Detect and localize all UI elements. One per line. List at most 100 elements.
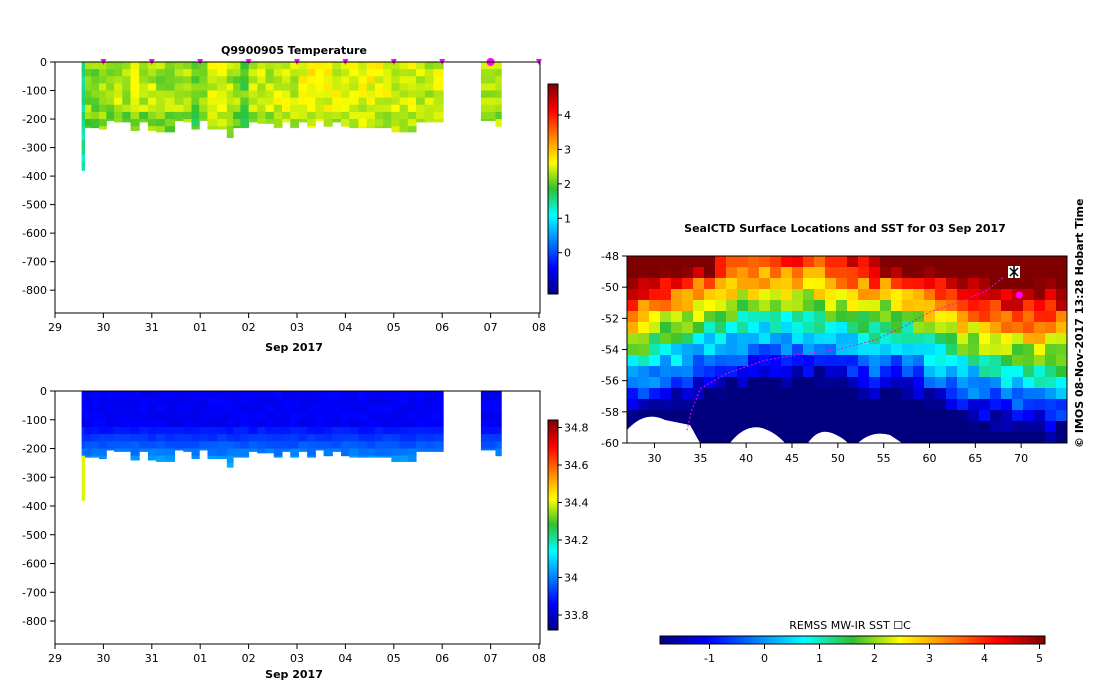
sst-cell [649, 399, 661, 411]
sst-cell [902, 410, 914, 422]
temperature-cell [416, 119, 426, 123]
sst-cell [792, 333, 804, 345]
sst-cell [935, 311, 947, 323]
sst-cell [704, 278, 716, 290]
temperature-cell [366, 90, 376, 99]
sst-cell [693, 322, 705, 334]
temperature-xlabel: Sep 2017 [265, 341, 323, 354]
sst-cell [759, 311, 771, 323]
sst-cell [1034, 344, 1046, 356]
salinity-cell [298, 441, 308, 449]
temperature-cell [207, 104, 218, 113]
temperature-cell [273, 104, 283, 113]
temperature-cell [233, 76, 241, 84]
sst-cell [704, 322, 716, 334]
temperature-cell [265, 69, 275, 77]
sst-cell [1056, 432, 1067, 443]
sst-cell [847, 256, 859, 268]
salinity-cell [332, 412, 342, 421]
salinity-cell [273, 412, 283, 421]
salinity-cell [366, 405, 376, 414]
temperature-cell [99, 119, 107, 127]
sst-cell [946, 333, 958, 345]
sst-cell [682, 399, 694, 411]
sst-cell [1001, 267, 1013, 279]
sst-cell [704, 377, 716, 389]
salinity-cell [323, 441, 333, 449]
sst-cell [627, 278, 639, 290]
sst-cell [770, 355, 782, 367]
salinity-cell [307, 398, 316, 406]
salinity-cell [433, 441, 444, 449]
sst-cell [902, 355, 914, 367]
temperature-cell [164, 97, 176, 106]
sst-cell [1001, 432, 1013, 443]
salinity-cell [199, 426, 208, 435]
temperature-cell [290, 76, 299, 84]
sst-cell [660, 289, 672, 301]
sst-cell [913, 289, 925, 301]
salinity-cell [226, 391, 234, 399]
temperature-cell [358, 111, 368, 120]
salinity-cell [139, 412, 149, 421]
sst-cell [715, 278, 727, 290]
sst-cell [902, 421, 914, 433]
temperature-cell [323, 76, 333, 84]
sst-cell [704, 366, 716, 378]
sst-cell [858, 267, 870, 279]
temperature-cell [332, 111, 342, 120]
temperature-cell [358, 97, 368, 106]
salinity-cell [106, 419, 115, 428]
sst-cell [957, 267, 969, 279]
salinity-cell [248, 441, 258, 449]
sst-cell [671, 366, 683, 378]
temperature-cell [349, 126, 359, 129]
salinity-cell [315, 398, 325, 406]
sst-cell [1056, 421, 1067, 433]
temperature-cell [156, 83, 166, 92]
sst-cell [814, 322, 826, 334]
temperature-cell [99, 126, 107, 130]
salinity-cell [106, 412, 115, 421]
sst-cell [979, 366, 991, 378]
salinity-cell [139, 419, 149, 428]
sst-cell [737, 410, 749, 422]
sst-cell [726, 322, 738, 334]
sst-cell [957, 399, 969, 411]
temperature-cell [240, 83, 250, 92]
sst-cell [869, 333, 881, 345]
salinity-cell [480, 434, 496, 442]
sst-cell [814, 300, 826, 312]
sst-cell [726, 410, 738, 422]
sst-cell [935, 366, 947, 378]
temperature-cell [307, 62, 316, 70]
temperature-cell [416, 83, 426, 92]
salinity-cell [106, 391, 115, 399]
salinity-section: 0-100-200-300-400-500-600-700-800 29 30 31… [22, 385, 588, 681]
sst-cell [781, 267, 793, 279]
temperature-cell [358, 104, 368, 113]
salinity-cell [257, 405, 267, 414]
sst-cell [946, 344, 958, 356]
temperature-cell [281, 111, 291, 120]
sst-cell [1012, 311, 1024, 323]
temperature-cell [91, 69, 100, 77]
temperature-cell [315, 97, 325, 106]
sst-cell [781, 333, 793, 345]
salinity-cell [233, 405, 241, 414]
salinity-cell [164, 455, 176, 462]
salinity-cell [248, 398, 258, 406]
salinity-cell [358, 448, 368, 457]
sst-cell [726, 366, 738, 378]
sst-cell [814, 256, 826, 268]
salinity-cell [349, 448, 359, 457]
sst-cell [902, 377, 914, 389]
sst-cell [869, 355, 881, 367]
sst-cell [803, 311, 815, 323]
temperature-cell [298, 62, 308, 70]
sst-cell [759, 333, 771, 345]
salinity-cell [341, 441, 350, 449]
salinity-cell [81, 462, 86, 471]
temperature-cell [114, 83, 123, 92]
sst-cell [737, 421, 749, 433]
